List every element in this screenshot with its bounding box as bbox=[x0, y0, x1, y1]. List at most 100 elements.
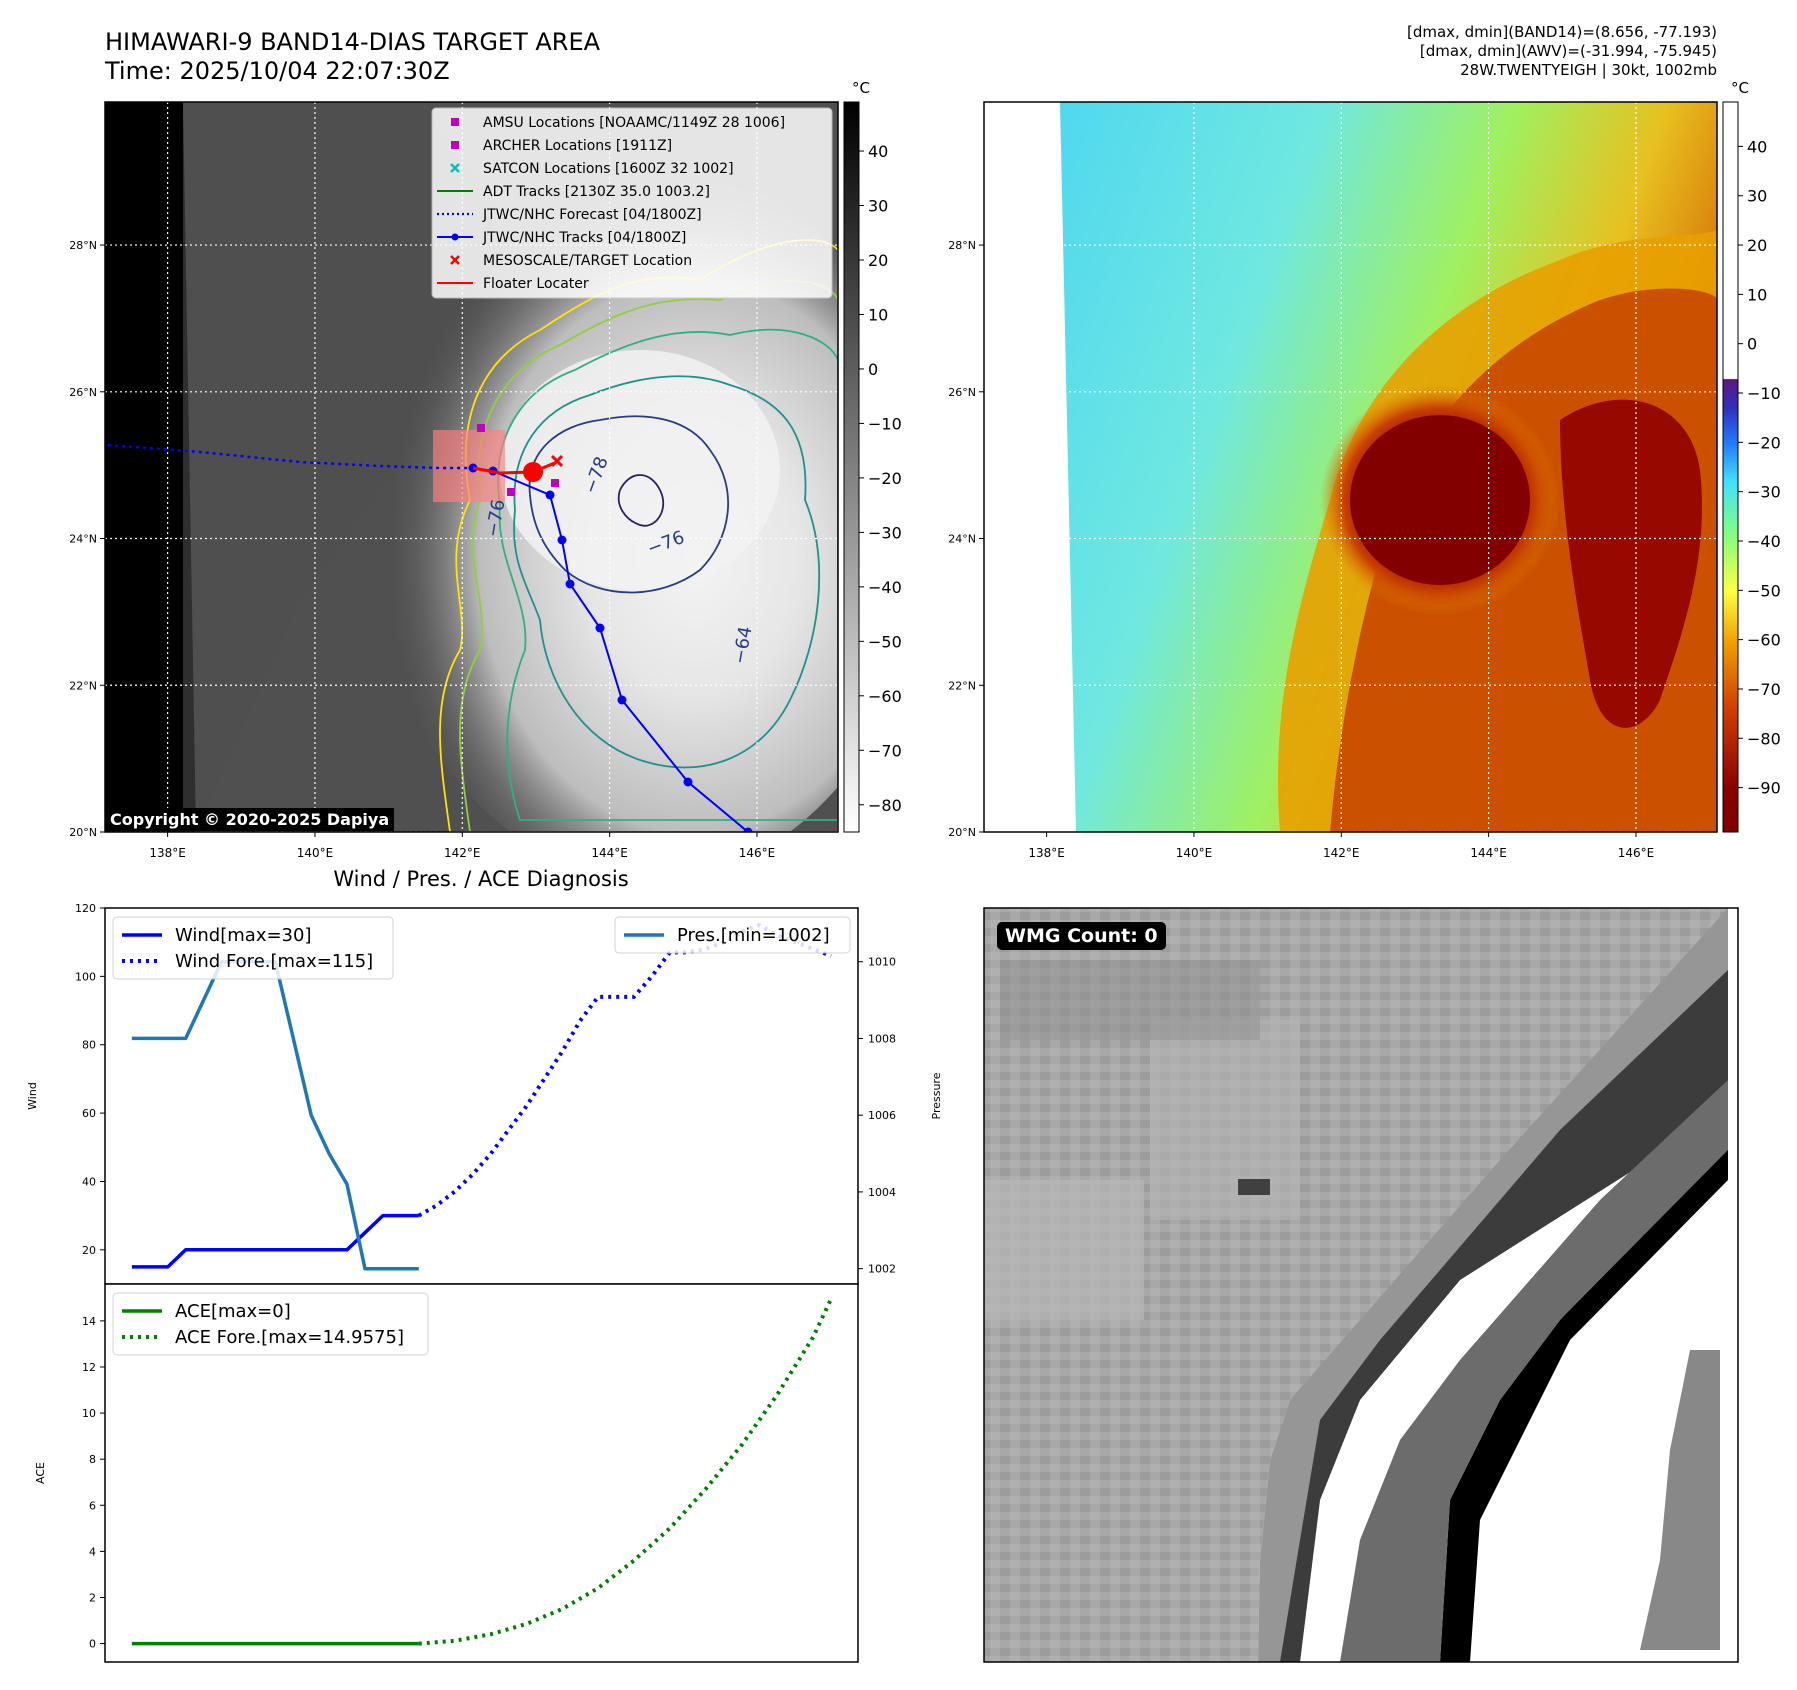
band14-colorbar-tick-label-10: −60 bbox=[868, 687, 902, 706]
amsu-marker bbox=[477, 424, 485, 432]
wind-legend-label-1: Wind Fore.[max=115] bbox=[175, 951, 373, 972]
wmg-shade-3 bbox=[1000, 960, 1260, 1040]
wmg-panel bbox=[983, 907, 1739, 1663]
legend-label-3: ADT Tracks [2130Z 35.0 1003.2] bbox=[483, 184, 710, 200]
wmg-band-dark bbox=[1280, 970, 1728, 1662]
legend-entry-7: Floater Locater bbox=[437, 276, 589, 292]
info-line-1: [dmax, dmin](BAND14)=(8.656, -77.193) bbox=[1406, 23, 1717, 41]
band14-colorbar-tick-label-9: −50 bbox=[868, 632, 902, 651]
chart-title: Wind / Pres. / ACE Diagnosis bbox=[333, 867, 628, 891]
top-series-0 bbox=[131, 1213, 419, 1269]
awv-lon-label-0: 138°E bbox=[1028, 846, 1065, 860]
info-line-3: 28W.TWENTYEIGH | 30kt, 1002mb bbox=[1460, 61, 1717, 79]
wmg-shade-2 bbox=[1150, 1020, 1300, 1220]
amsu-marker-2 bbox=[551, 479, 559, 487]
storm-bright-core bbox=[500, 350, 780, 590]
ace-tick-label-5: 10 bbox=[82, 1407, 96, 1420]
band14-lat-label-4: 28°N bbox=[69, 239, 97, 252]
legend-swatch-2 bbox=[450, 163, 460, 173]
legend-label-4: JTWC/NHC Forecast [04/1800Z] bbox=[482, 207, 702, 223]
wind-tick-label-2: 60 bbox=[82, 1107, 96, 1120]
awv-colorbar-tick-label-11: −70 bbox=[1747, 680, 1781, 699]
awv-lon-label-1: 140°E bbox=[1176, 846, 1213, 860]
ace-panel: 0 2 4 6 8 10 12 14 ACE ACE[max=0] ACE Fore.[max=… bbox=[34, 1283, 859, 1663]
awv-lat-label-0: 20°N bbox=[948, 826, 976, 839]
wind-pressure-panel: 20 40 60 80 100 120 1002 1004 1006 1008 1010 Wind … bbox=[26, 902, 943, 1285]
band14-colorbar-tick-label-4: 0 bbox=[868, 360, 878, 379]
awv-colorbar-tick-label-5: −10 bbox=[1747, 384, 1781, 403]
awv-colorbar-gradient bbox=[1722, 101, 1739, 833]
legend-entry-5: JTWC/NHC Tracks [04/1800Z] bbox=[437, 230, 686, 246]
band14-lon-label-4: 146°E bbox=[739, 846, 776, 860]
wmg-shade-1 bbox=[984, 1180, 1144, 1320]
pressure-tick-label-1: 1004 bbox=[868, 1186, 896, 1199]
band14-colorbar-tick-label-7: −30 bbox=[868, 523, 902, 542]
storm-track bbox=[107, 443, 753, 832]
ace-tick-label-3: 6 bbox=[89, 1499, 96, 1512]
band14-colorbar-tick-label-8: −40 bbox=[868, 578, 902, 597]
awv-colorbar-tick-label-9: −50 bbox=[1747, 581, 1781, 600]
wind-legend-label-0: Wind[max=30] bbox=[175, 925, 312, 946]
awv-lon-label-3: 144°E bbox=[1470, 846, 1507, 860]
legend-label-1: ARCHER Locations [1911Z] bbox=[483, 138, 672, 154]
legend-label-2: SATCON Locations [1600Z 32 1002] bbox=[483, 161, 734, 177]
legend-swatch-dot-5 bbox=[451, 233, 459, 241]
awv-lon-label-2: 142°E bbox=[1323, 846, 1360, 860]
band14-lat-label-0: 20°N bbox=[69, 826, 97, 839]
pressure-tick-label-0: 1002 bbox=[868, 1263, 896, 1276]
awv-colorbar-tick-label-8: −40 bbox=[1747, 532, 1781, 551]
awv-lat-label-4: 28°N bbox=[948, 239, 976, 252]
band14-colorbar-tick-label-3: 10 bbox=[868, 305, 888, 324]
legend-entry-0: AMSU Locations [NOAAMC/1149Z 28 1006] bbox=[451, 115, 785, 131]
map-frame bbox=[104, 101, 839, 833]
band14-colorbar-tick-label-12: −80 bbox=[868, 796, 902, 815]
floater-locater bbox=[472, 460, 558, 475]
wmg-frame bbox=[983, 907, 1739, 1663]
wind-tick-label-4: 100 bbox=[75, 970, 96, 983]
colorbar-unit: °C bbox=[852, 79, 870, 97]
track-point-2 bbox=[617, 695, 627, 705]
contour-indigo bbox=[617, 474, 665, 527]
no-data-strip bbox=[105, 102, 196, 832]
legend-label-0: AMSU Locations [NOAAMC/1149Z 28 1006] bbox=[483, 115, 785, 131]
awv-lat-label-3: 26°N bbox=[948, 386, 976, 399]
map-axis-labels: 138°E 140°E 142°E 144°E 146°E 20°N 22°N 24°N 26°… bbox=[69, 239, 775, 860]
band14-lon-label-2: 142°E bbox=[444, 846, 481, 860]
track-point-5 bbox=[557, 535, 567, 545]
awv-colorbar-tick-label-6: −20 bbox=[1747, 433, 1781, 452]
legend-swatch-0 bbox=[451, 118, 459, 126]
legend-entry-2: SATCON Locations [1600Z 32 1002] bbox=[450, 161, 734, 177]
band14-lon-label-1: 140°E bbox=[297, 846, 334, 860]
awv-colorbar-unit: °C bbox=[1731, 79, 1749, 97]
pressure-tick-label-2: 1006 bbox=[868, 1109, 896, 1122]
ace-tick-label-0: 0 bbox=[89, 1638, 96, 1651]
wmg-band-mid2 bbox=[1340, 1080, 1728, 1662]
band14-colorbar-tick-label-0: 40 bbox=[868, 142, 888, 161]
wind-axis-label: Wind bbox=[26, 1082, 39, 1110]
awv-colorbar-tick-label-4: 0 bbox=[1747, 335, 1757, 354]
awv-colorbar-tick-label-3: 10 bbox=[1747, 285, 1767, 304]
wmg-dark-pixel bbox=[1238, 1179, 1270, 1195]
archer-marker bbox=[507, 488, 515, 496]
awv-colorbar-tick-label-7: −30 bbox=[1747, 483, 1781, 502]
awv-colorbar-tick-label-2: 20 bbox=[1747, 236, 1767, 255]
band14-colorbar-tick-label-5: −10 bbox=[868, 414, 902, 433]
figure-title: HIMAWARI-9 BAND14-DIAS TARGET AREA Time:… bbox=[105, 28, 600, 86]
awv-lat-label-2: 24°N bbox=[948, 533, 976, 546]
awv-colorbar-tick-label-1: 30 bbox=[1747, 187, 1767, 206]
legend-label-5: JTWC/NHC Tracks [04/1800Z] bbox=[482, 230, 686, 246]
ace-legend-label-0: ACE[max=0] bbox=[175, 1301, 291, 1322]
wind-legend-frame bbox=[112, 916, 394, 980]
awv-core-inner bbox=[1350, 415, 1530, 585]
wmg-band-black bbox=[1440, 1140, 1728, 1662]
awv-colorbar-tick-label-12: −80 bbox=[1747, 729, 1781, 748]
awv-axis-labels: 138°E 140°E 142°E 144°E 146°E 20°N 22°N 24°N 26°… bbox=[948, 239, 1654, 860]
band14-lat-label-2: 24°N bbox=[69, 533, 97, 546]
ace-legend-label-1: ACE Fore.[max=14.9575] bbox=[175, 1327, 404, 1348]
awv-lon-label-4: 146°E bbox=[1618, 846, 1655, 860]
ace-series-1 bbox=[418, 1297, 833, 1646]
band14-colorbar-tick-label-11: −70 bbox=[868, 741, 902, 760]
contour-teal bbox=[513, 375, 821, 769]
band14-colorbar-tick-label-1: 30 bbox=[868, 197, 888, 216]
pressure-legend-label: Pres.[min=1002] bbox=[677, 925, 830, 946]
